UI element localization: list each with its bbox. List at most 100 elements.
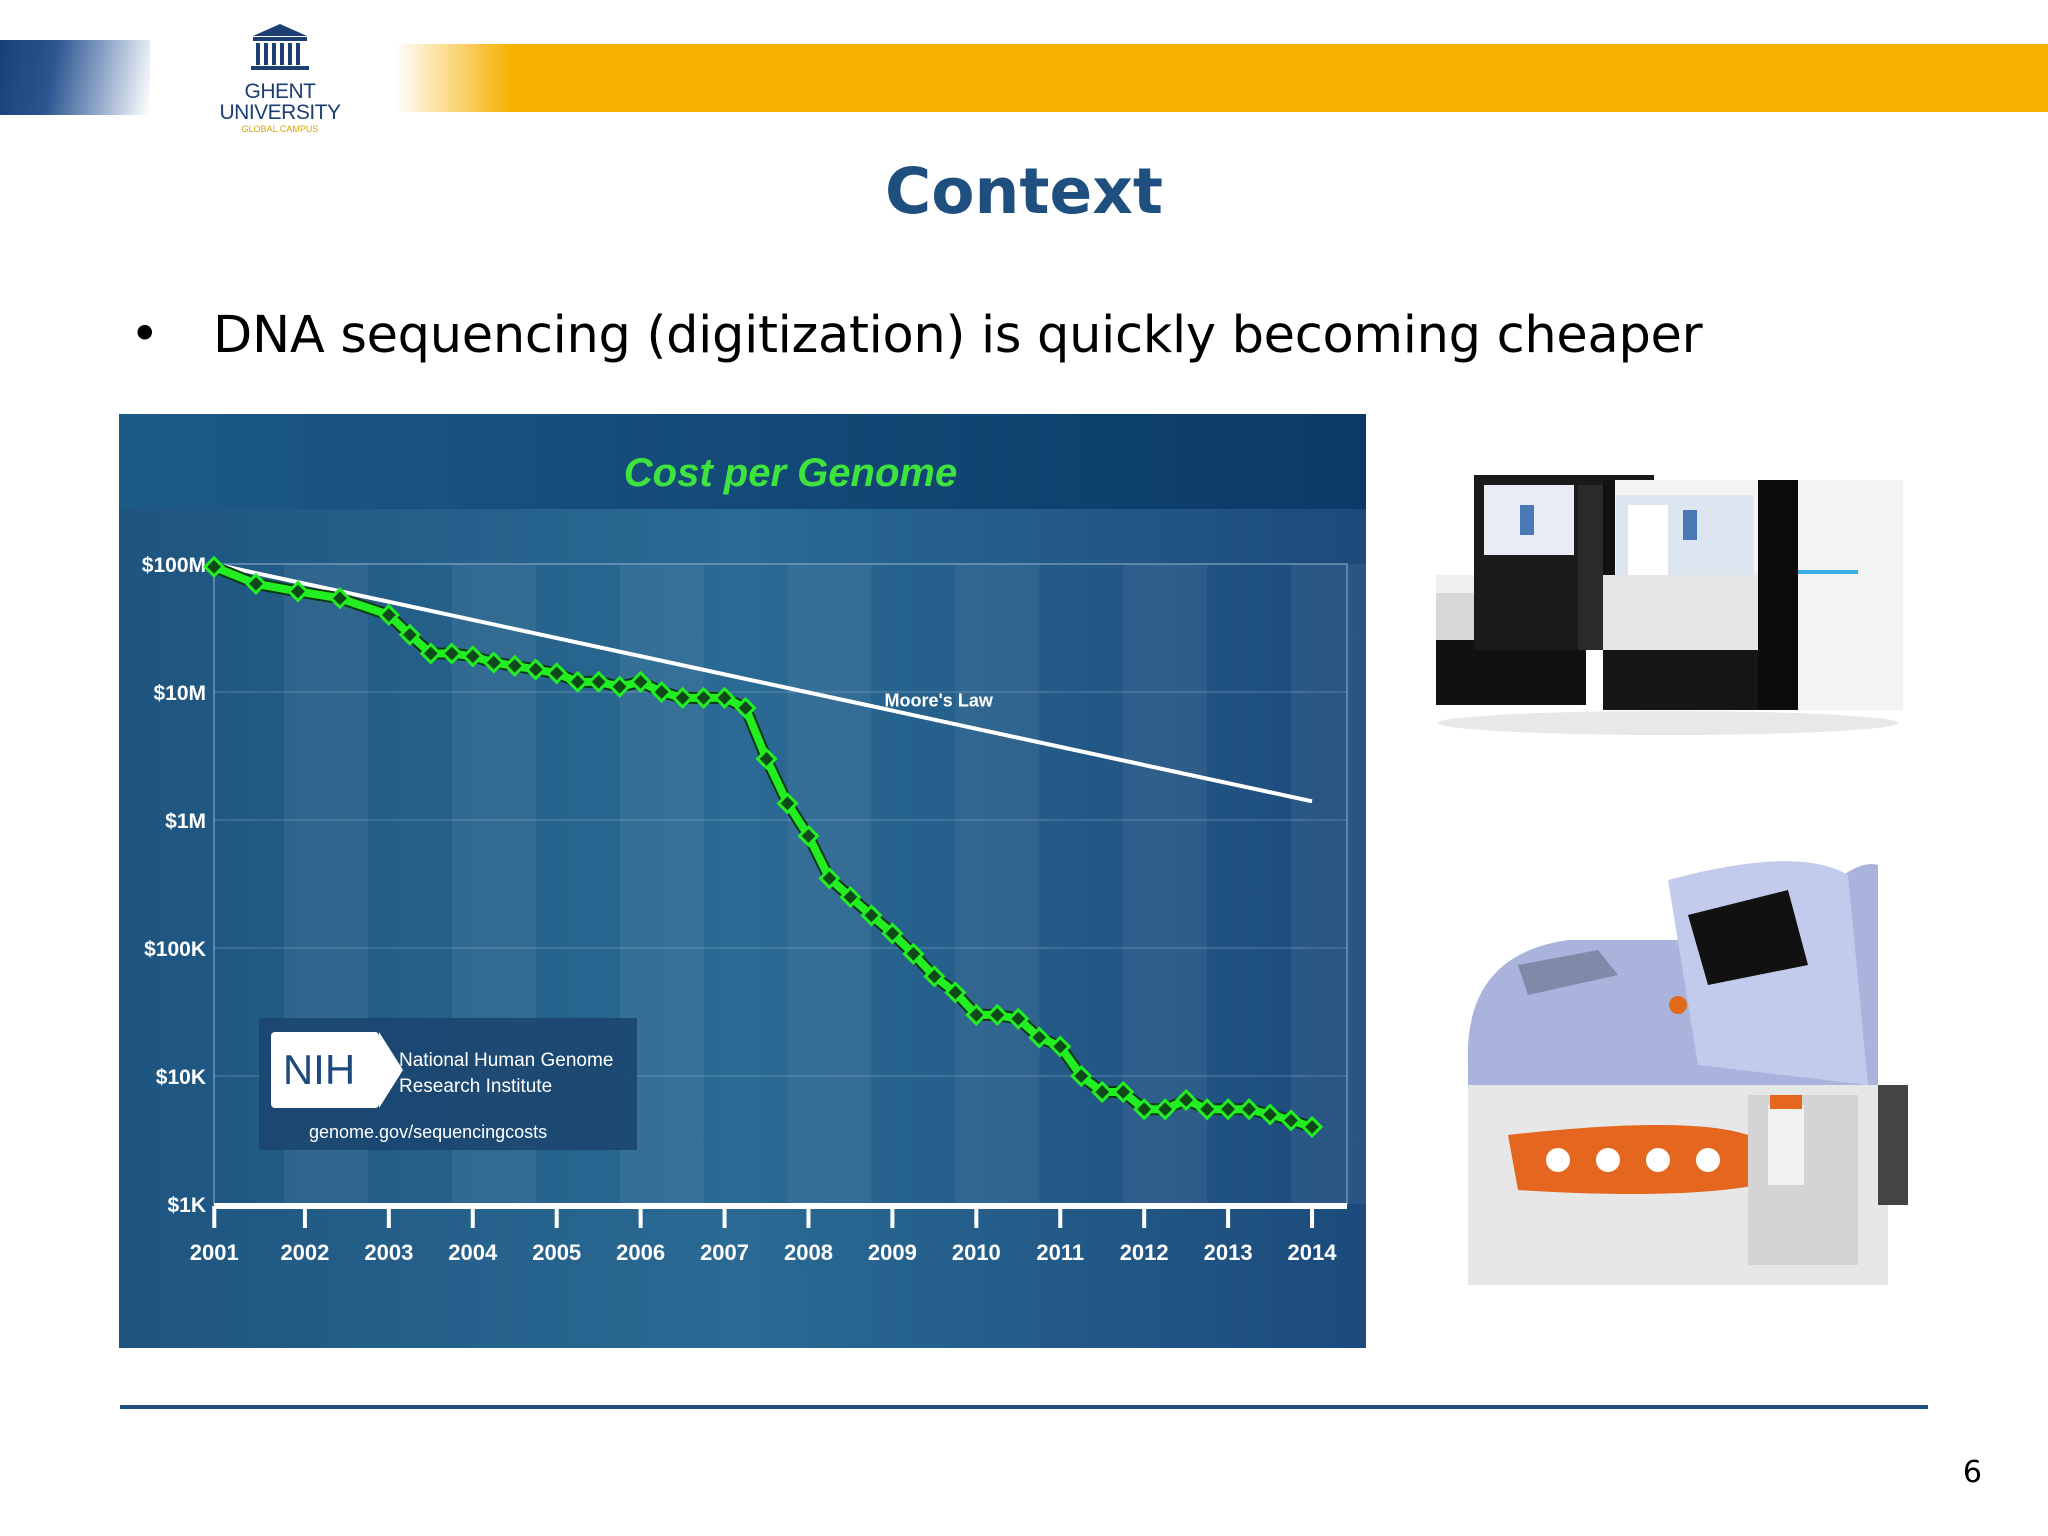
slide-header: GHENT UNIVERSITY GLOBAL CAMPUS [0,0,2048,150]
data-point [1133,1098,1156,1121]
chart-title-band [119,414,1366,509]
building-icon [251,24,309,70]
sequencer-machines-image [1436,475,1903,735]
x-tick-label: 2003 [364,1240,413,1265]
data-point [776,792,799,815]
data-point [860,904,883,927]
data-point [377,603,400,627]
data-point [902,942,925,965]
data-point [1154,1098,1177,1121]
data-point [566,670,589,693]
data-point [1196,1098,1219,1121]
data-point [944,981,967,1004]
y-tick-label: $10M [153,682,206,705]
x-tick-label: 2011 [1036,1240,1084,1265]
sequencer-device-image [1467,861,1908,1285]
data-point [545,662,568,685]
bullet-item: • DNA sequencing (digitization) is quick… [130,300,1830,380]
cost-per-genome-chart: Cost per Genome $100M $10M $1M $100K $10K $1K 2… [119,414,1375,1348]
nih-logo-arrow [379,1032,403,1108]
data-point [244,572,268,595]
data-point [650,680,673,704]
data-point [328,587,352,610]
x-tick-label: 2009 [868,1240,917,1265]
x-tick-label: 2004 [448,1240,498,1265]
data-point [839,885,862,909]
data-point [713,686,736,709]
nih-org-line-1: National Human Genome [399,1050,613,1071]
x-tick-label: 2006 [616,1240,665,1265]
data-point [1049,1035,1072,1058]
x-tick-label: 2005 [532,1240,581,1265]
data-point [1279,1109,1303,1132]
data-point [923,965,946,988]
logo-line-1: GHENT [244,80,317,103]
bullet-dot-icon: • [130,305,160,363]
data-point [1258,1103,1282,1126]
university-logo: GHENT UNIVERSITY GLOBAL CAMPUS [210,22,350,147]
data-point [1175,1088,1198,1112]
data-point [818,867,841,890]
chart-title: Cost per Genome [624,451,957,495]
data-point [797,824,820,848]
moores-law-label: Moore's Law [885,691,994,711]
data-point [692,686,715,709]
y-tick-label: $10K [156,1066,206,1089]
data-point [965,1003,988,1027]
brush-decoration-right [395,44,2048,112]
data-point [1216,1098,1240,1121]
nih-org-line-2: Research Institute [399,1076,552,1097]
data-point [629,670,652,693]
data-point [461,645,484,668]
data-point [881,922,904,945]
moores-law-line [213,562,1313,804]
page-number: 6 [1962,1455,1982,1490]
data-point [503,654,526,677]
bullet-text: DNA sequencing (digitization) is quickly… [213,306,1703,365]
nih-url: genome.gov/sequencingcosts [309,1122,547,1142]
x-tick-label: 2014 [1288,1240,1338,1265]
x-tick-label: 2002 [280,1240,329,1265]
data-point [1070,1064,1093,1088]
chart-background [119,414,1366,1348]
logo-line-2: UNIVERSITY [219,101,341,124]
data-point [1091,1080,1114,1104]
data-point [524,658,547,681]
footer-rule [120,1405,1928,1409]
data-point [986,1003,1009,1027]
data-point [482,651,505,674]
data-point [440,642,463,665]
x-tick-label: 2001 [190,1240,239,1265]
nih-info-box: NIH National Human Genome Research Insti… [259,1018,637,1150]
nih-logo-text: NIH [283,1046,355,1093]
y-tick-label: $100K [144,938,206,961]
y-tick-label: $1M [165,810,206,833]
brush-decoration-left [0,40,150,115]
data-point [286,580,310,603]
data-point [671,686,694,709]
data-point [1112,1080,1135,1104]
data-point [1028,1026,1051,1049]
data-point [734,696,757,720]
year-band [955,564,1040,1204]
slide-title: Context [885,155,1163,228]
data-point [1237,1098,1261,1121]
x-tick-label: 2012 [1120,1240,1169,1265]
data-point [587,670,610,693]
x-tick-label: 2008 [784,1240,833,1265]
x-tick-label: 2013 [1204,1240,1253,1265]
year-band [1291,564,1375,1204]
data-point [419,642,442,665]
x-tick-label: 2010 [952,1240,1001,1265]
data-point [1007,1007,1030,1030]
data-point [202,555,226,578]
data-point [1300,1115,1324,1139]
logo-line-3: GLOBAL CAMPUS [241,124,319,134]
y-tick-label: $100M [142,554,206,577]
x-tick-label: 2007 [700,1240,749,1265]
nih-logo-badge [271,1032,379,1108]
data-point [398,623,421,646]
chart-svg: Cost per Genome $100M $10M $1M $100K $10K $1K 2… [119,414,1375,1348]
y-tick-label: $1K [167,1194,206,1217]
data-point [755,747,778,771]
